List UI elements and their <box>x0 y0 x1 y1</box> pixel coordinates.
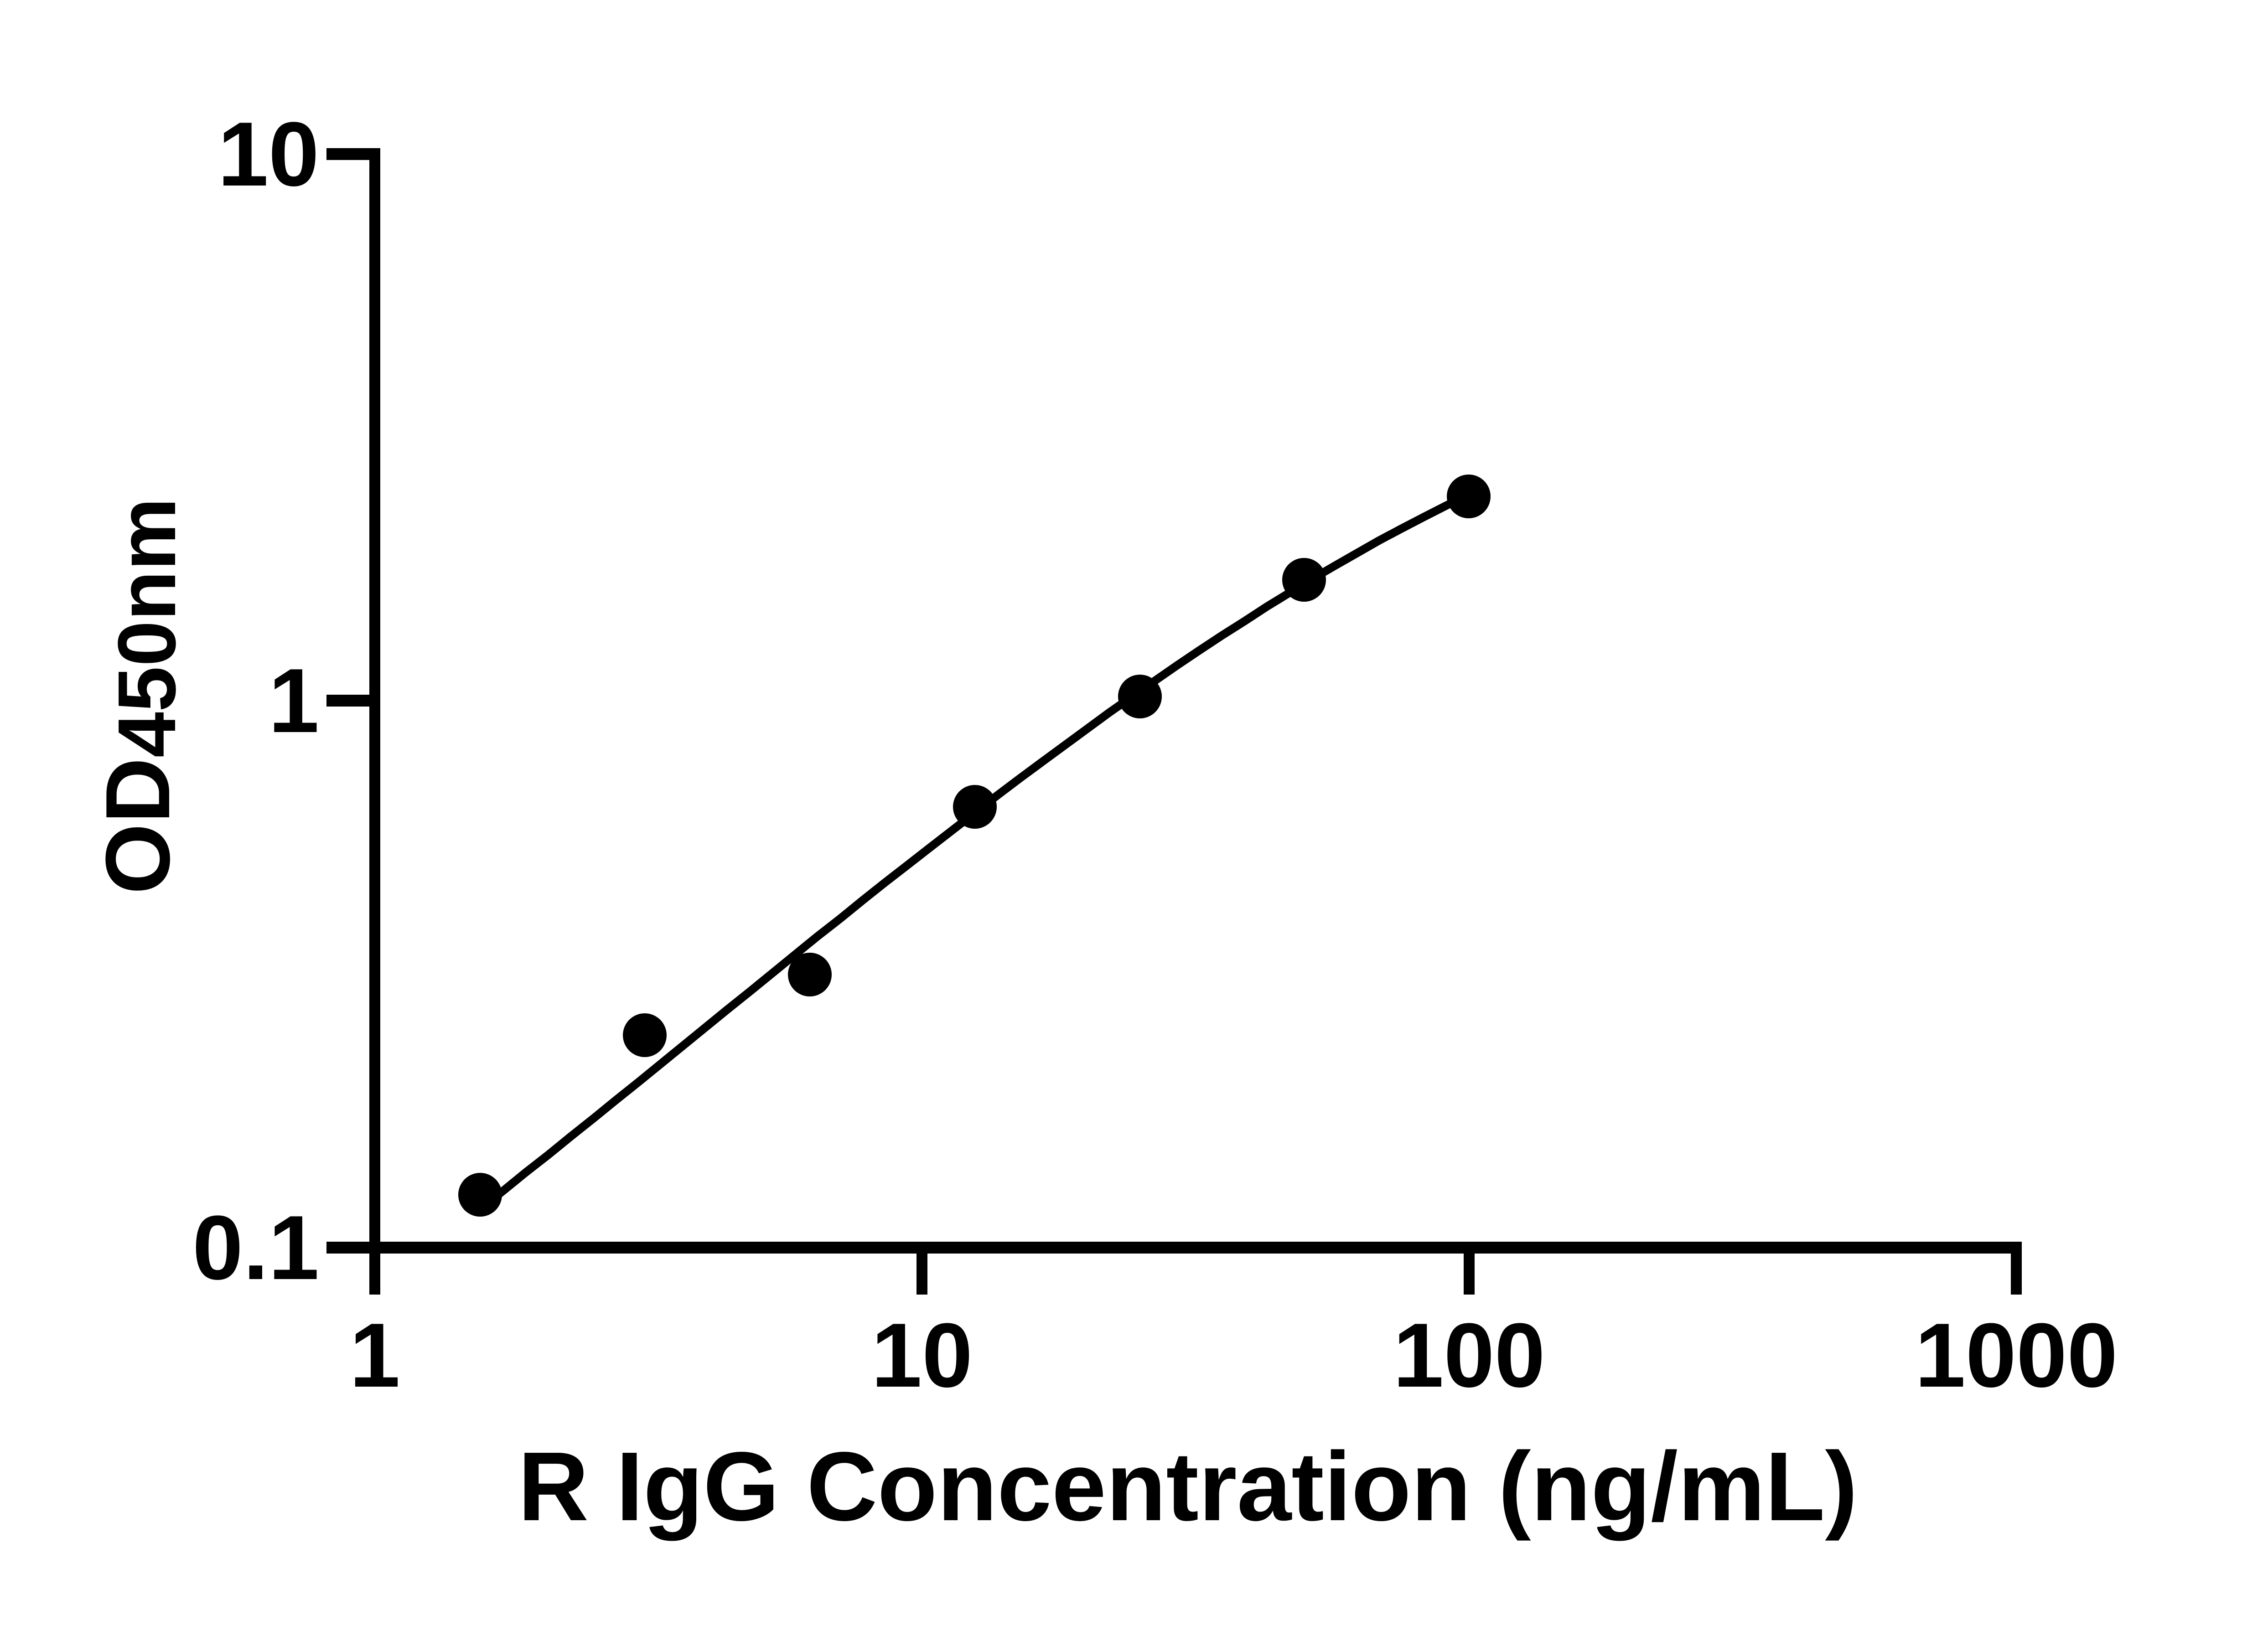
svg-text:1000: 1000 <box>1915 1305 2118 1406</box>
svg-text:OD450nm: OD450nm <box>87 498 193 894</box>
svg-text:100: 100 <box>1393 1305 1545 1406</box>
svg-text:1: 1 <box>349 1305 400 1406</box>
svg-text:10: 10 <box>218 103 319 205</box>
svg-text:10: 10 <box>871 1305 973 1406</box>
svg-text:0.1: 0.1 <box>192 1197 319 1299</box>
svg-text:1: 1 <box>269 650 319 752</box>
svg-text:R IgG Concentration (ng/mL): R IgG Concentration (ng/mL) <box>518 1431 1858 1541</box>
